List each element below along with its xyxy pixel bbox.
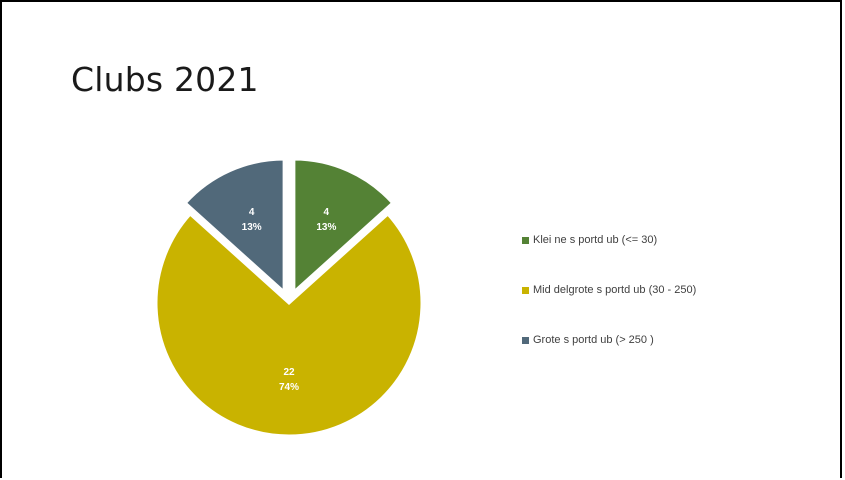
data-label-percent-groot: 13% [242,222,262,233]
data-label-percent-klein: 13% [316,222,336,233]
legend-label-klein: Klei ne s portd ub (<= 30) [533,234,658,246]
legend-label-groot: Grote s portd ub (> 250 ) [533,334,654,346]
legend-item-klein: Klei ne s portd ub (<= 30) [522,234,696,246]
legend-item-middel: Mid delgrote s portd ub (30 - 250) [522,284,696,296]
legend-item-groot: Grote s portd ub (> 250 ) [522,334,696,346]
legend-label-middel: Mid delgrote s portd ub (30 - 250) [533,284,697,296]
slide-title: Clubs 2021 [71,60,259,99]
pie-slice-middel [154,211,424,438]
data-label-value-klein: 4 [324,207,330,218]
pie-slices [154,157,424,438]
pie-slice-klein [292,157,395,296]
pie-data-labels: 4 13% 22 74% 4 13% [242,207,337,393]
pie-slice-groot [183,157,286,296]
legend-swatch-middel [522,286,529,294]
data-label-value-middel: 22 [283,367,295,378]
data-label-percent-middel: 74% [279,382,299,393]
legend-swatch-klein [522,236,529,244]
legend-swatch-groot [522,336,529,344]
data-label-value-groot: 4 [249,207,255,218]
legend: Klei ne s portd ub (<= 30) Mid delgrote … [522,234,696,384]
